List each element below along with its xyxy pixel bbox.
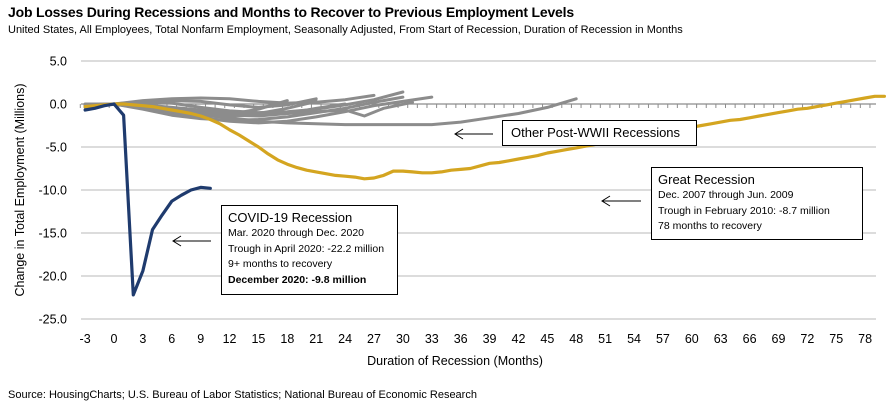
- covid-annotation-line: Mar. 2020 through Dec. 2020: [228, 227, 365, 239]
- x-tick-label: 75: [829, 332, 843, 346]
- y-tick-label: -5.0: [45, 141, 67, 155]
- great-recession-annotation-line: 78 months to recovery: [658, 220, 762, 232]
- x-tick-label: 6: [168, 332, 175, 346]
- chart-title: Job Losses During Recessions and Months …: [8, 4, 574, 20]
- covid-annotation-heading: COVID-19 Recession: [228, 210, 353, 225]
- x-tick-label: 63: [714, 332, 728, 346]
- covid-arrow-icon: [172, 235, 211, 247]
- y-tick-label: -25.0: [39, 313, 68, 327]
- x-tick-label: 54: [627, 332, 641, 346]
- y-tick-label: 5.0: [50, 55, 67, 69]
- x-tick-label: 0: [111, 332, 118, 346]
- great-recession-series-line: [83, 94, 887, 181]
- source-note: Source: HousingCharts; U.S. Bureau of La…: [8, 389, 477, 401]
- x-tick-label: 51: [598, 332, 612, 346]
- covid-series-line: [83, 102, 212, 297]
- y-axis-title: Change in Total Employment (Millions): [13, 83, 27, 296]
- x-tick-label: 78: [858, 332, 872, 346]
- other-recessions-annotation-heading: Other Post-WWII Recessions: [511, 125, 681, 140]
- x-tick-label: 42: [512, 332, 526, 346]
- covid-annotation-latest: December 2020: -9.8 million: [228, 273, 367, 286]
- other-recessions-annotation-box: Other Post-WWII Recessions: [502, 120, 697, 146]
- highlight-series: [83, 94, 887, 297]
- x-tick-label: 69: [772, 332, 786, 346]
- x-tick-label: 9: [197, 332, 204, 346]
- y-tick-label: -10.0: [39, 184, 68, 198]
- x-tick-label: 3: [139, 332, 146, 346]
- y-tick-label: 0.0: [50, 98, 67, 112]
- x-tick-label: 48: [569, 332, 583, 346]
- annotation-arrows: [172, 128, 641, 247]
- x-tick-label: 39: [483, 332, 497, 346]
- x-tick-label: 57: [656, 332, 670, 346]
- x-tick-label: 15: [251, 332, 265, 346]
- x-tick-label: 60: [685, 332, 699, 346]
- x-tick-label: 12: [223, 332, 237, 346]
- great-recession-annotation-heading: Great Recession: [658, 172, 755, 187]
- other-recessions-series: [83, 90, 578, 127]
- x-tick-label: 24: [338, 332, 352, 346]
- other-recession-series-line: [83, 95, 405, 122]
- x-tick-label: -3: [80, 332, 91, 346]
- chart-subtitle: United States, All Employees, Total Nonf…: [8, 24, 683, 36]
- covid-annotation-box: COVID-19 Recession Mar. 2020 through Dec…: [221, 205, 398, 295]
- x-tick-label: 36: [454, 332, 468, 346]
- x-axis-title: Duration of Recession (Months): [367, 354, 543, 368]
- x-tick-label: 45: [540, 332, 554, 346]
- y-tick-labels: 5.0 0.0 -5.0 -10.0 -15.0 -20.0 -25.0: [39, 55, 68, 327]
- x-tick-label: 33: [425, 332, 439, 346]
- x-tick-labels: -3 0 3 6 9 12 15 18 21 24 27 30 33 36 39 42 45 48 51 54 57 60…: [80, 332, 873, 346]
- great-recession-annotation-box: Great Recession Dec. 2007 through Jun. 2…: [651, 167, 863, 240]
- other-recessions-arrow-icon: [454, 128, 493, 140]
- x-tick-label: 66: [743, 332, 757, 346]
- x-tick-label: 30: [396, 332, 410, 346]
- great-recession-annotation-line: Dec. 2007 through Jun. 2009: [658, 189, 794, 201]
- x-tick-label: 27: [367, 332, 381, 346]
- great-recession-annotation-line: Trough in February 2010: -8.7 million: [658, 204, 830, 217]
- y-tick-label: -15.0: [39, 227, 68, 241]
- great-recession-arrow-icon: [601, 195, 641, 207]
- covid-annotation-line: Trough in April 2020: -22.2 million: [228, 242, 385, 255]
- other-recession-series-line: [83, 93, 376, 108]
- x-tick-label: 18: [280, 332, 294, 346]
- y-tick-label: -20.0: [39, 270, 68, 284]
- x-tick-label: 21: [309, 332, 323, 346]
- x-tick-label: 72: [800, 332, 814, 346]
- covid-annotation-line: 9+ months to recovery: [228, 258, 333, 270]
